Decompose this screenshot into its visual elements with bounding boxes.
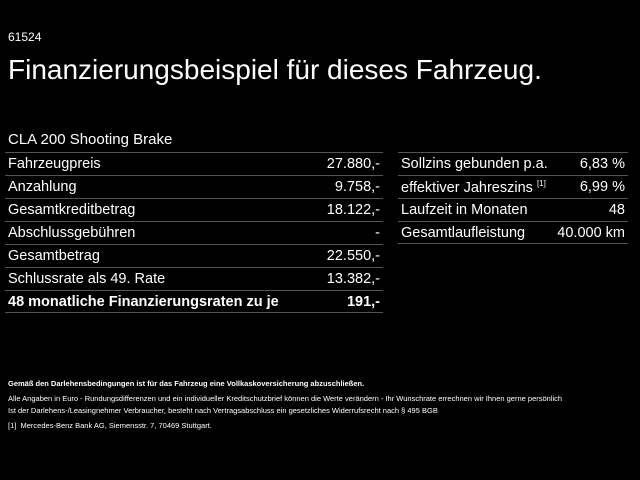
vehicle-code: 61524: [8, 30, 42, 44]
row-label-text: effektiver Jahreszins: [401, 179, 533, 196]
table-row: Abschlussgebühren -: [5, 221, 383, 244]
row-value: -: [375, 225, 380, 241]
table-row: Gesamtbetrag 22.550,-: [5, 244, 383, 267]
financing-table: Fahrzeugpreis 27.880,- Anzahlung 9.758,- G…: [5, 152, 383, 313]
table-row: Gesamtlaufleistung 40.000 km: [398, 221, 628, 244]
row-label: Sollzins gebunden p.a.: [401, 156, 548, 172]
table-row: Gesamtkreditbetrag 18.122,-: [5, 198, 383, 221]
row-label-text: Laufzeit in Monaten: [401, 202, 528, 218]
row-label: Laufzeit in Monaten: [401, 202, 528, 218]
row-label: Fahrzeugpreis: [8, 156, 101, 172]
page-title: Finanzierungsbeispiel für dieses Fahrzeu…: [8, 54, 542, 85]
row-label: 48 monatliche Finanzierungsraten zu je: [8, 293, 279, 310]
footnote-text: Mercedes-Benz Bank AG, Siemensstr. 7, 70…: [20, 421, 212, 430]
row-label: Gesamtlaufleistung: [401, 225, 525, 241]
row-value: 48: [608, 202, 625, 218]
row-label: Schlussrate als 49. Rate: [8, 271, 166, 287]
row-value: 191,-: [346, 293, 380, 310]
row-label: Abschlussgebühren: [8, 225, 136, 241]
disclaimer-line: Alle Angaben in Euro - Rundungsdifferenz…: [8, 394, 563, 403]
table-row: Sollzins gebunden p.a. 6,83 %: [398, 152, 628, 175]
footnote: [1] Mercedes-Benz Bank AG, Siemensstr. 7…: [8, 420, 638, 432]
footer-notes: Gemäß den Darlehensbedingungen ist für d…: [8, 378, 638, 432]
row-value: 13.382,-: [326, 271, 380, 287]
table-row: Anzahlung 9.758,-: [5, 175, 383, 198]
row-value: 6,99 %: [579, 179, 625, 195]
row-value: 18.122,-: [326, 202, 380, 218]
row-value: 40.000 km: [557, 224, 625, 241]
row-label-text: Gesamtlaufleistung: [401, 224, 526, 241]
row-label: Gesamtkreditbetrag: [8, 202, 136, 218]
row-value: 27.880,-: [326, 156, 380, 172]
row-label-text: Sollzins gebunden p.a.: [401, 156, 548, 172]
row-label: Gesamtbetrag: [8, 248, 100, 264]
row-label: effektiver Jahreszins [1]: [401, 179, 546, 196]
row-value: 22.550,-: [326, 248, 380, 264]
footnote-marker: [1]: [8, 421, 17, 430]
table-row: Laufzeit in Monaten 48: [398, 198, 628, 221]
table-row: Fahrzeugpreis 27.880,-: [5, 152, 383, 175]
row-value: 9.758,-: [334, 179, 380, 195]
insurance-note: Gemäß den Darlehensbedingungen ist für d…: [8, 379, 365, 388]
conditions-table: Sollzins gebunden p.a. 6,83 % effektiver …: [398, 152, 628, 244]
row-label: Anzahlung: [8, 179, 77, 195]
monthly-rate-row: 48 monatliche Finanzierungsraten zu je 19…: [5, 290, 383, 313]
row-value: 6,83 %: [579, 156, 625, 172]
footnote-marker: [1]: [536, 178, 546, 188]
table-row: effektiver Jahreszins [1] 6,99 %: [398, 175, 628, 198]
disclaimer-line: Ist der Darlehens-/Leasingnehmer Verbrau…: [8, 406, 438, 415]
model-name: CLA 200 Shooting Brake: [8, 131, 173, 148]
table-row: Schlussrate als 49. Rate 13.382,-: [5, 267, 383, 290]
